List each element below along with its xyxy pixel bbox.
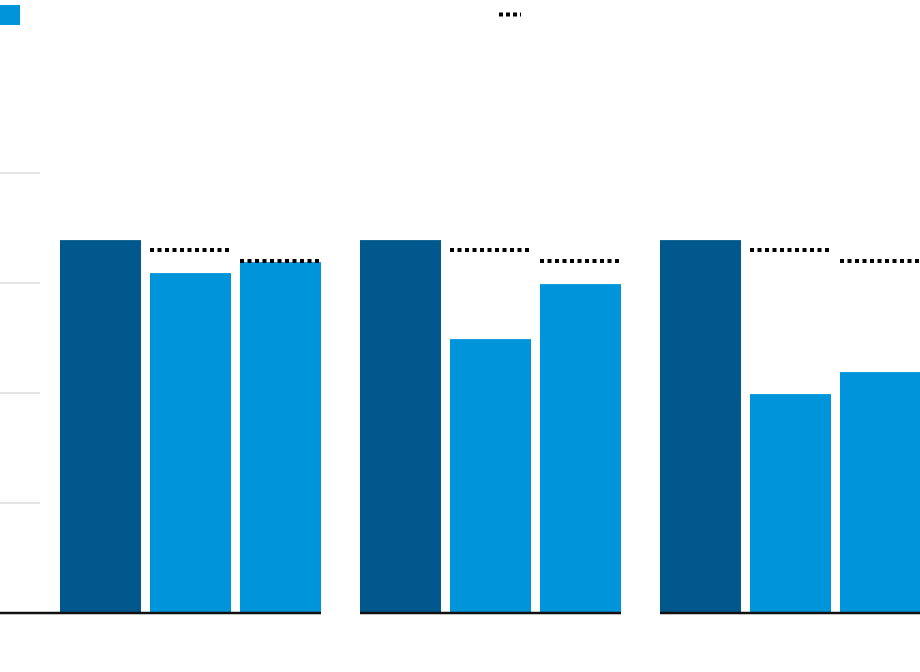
bar <box>240 262 321 613</box>
bar <box>540 284 621 613</box>
bar <box>450 339 531 613</box>
bar <box>840 372 920 613</box>
bar <box>750 394 831 613</box>
legend-swatch <box>0 5 20 25</box>
bar <box>60 240 141 613</box>
bar <box>360 240 441 613</box>
bar <box>660 240 741 613</box>
bar <box>150 273 231 613</box>
